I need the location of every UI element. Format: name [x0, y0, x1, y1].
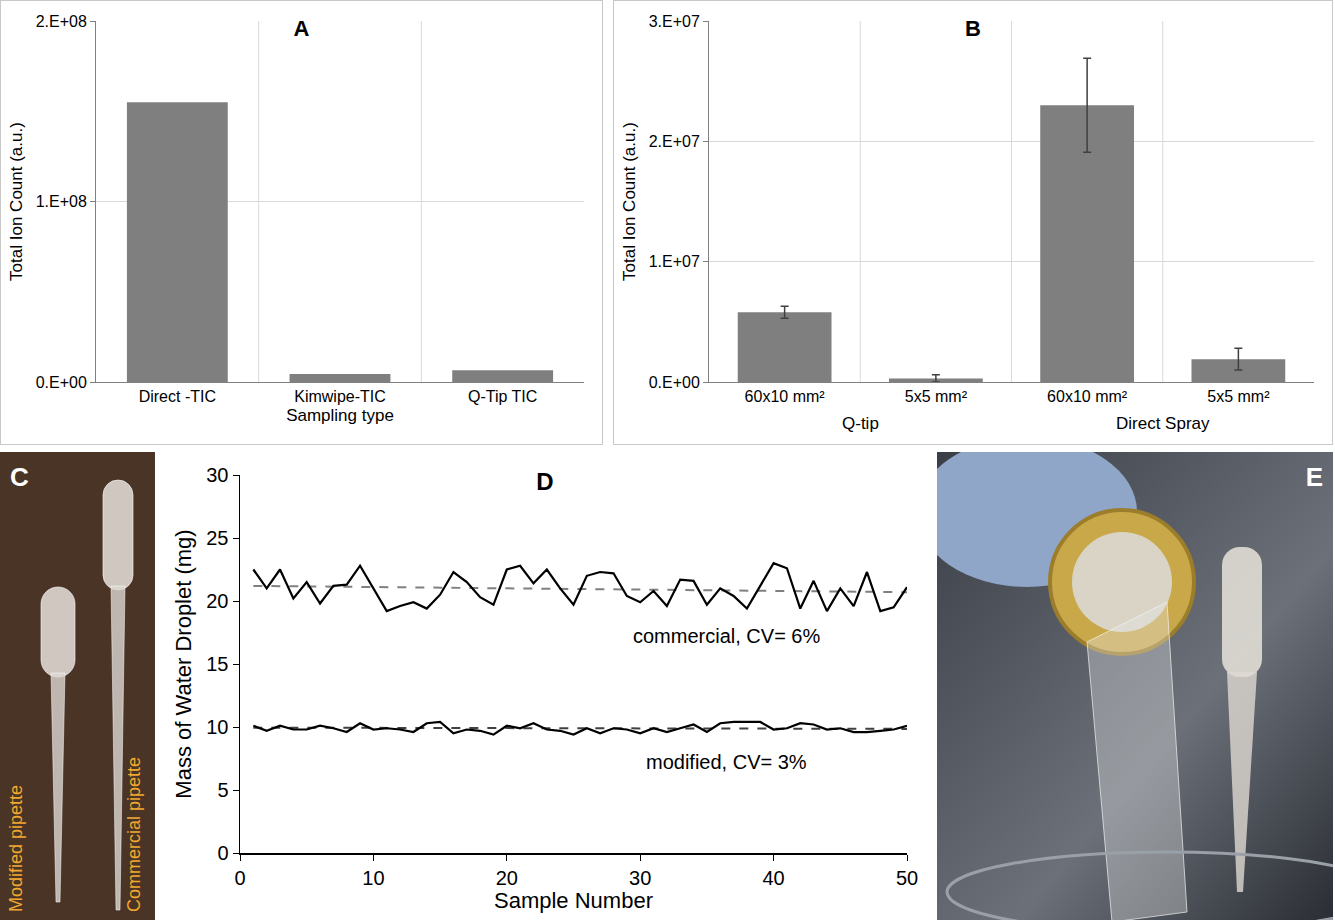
svg-text:0: 0 [217, 842, 228, 864]
svg-text:5x5 mm²: 5x5 mm² [905, 388, 968, 405]
svg-text:Q-tip: Q-tip [842, 414, 879, 433]
svg-text:10: 10 [362, 867, 384, 889]
svg-text:B: B [965, 16, 981, 41]
svg-text:Q-Tip TIC: Q-Tip TIC [468, 388, 537, 405]
svg-text:1.E+07: 1.E+07 [649, 253, 700, 270]
svg-text:5: 5 [217, 779, 228, 801]
svg-text:Direct -TIC: Direct -TIC [139, 388, 216, 405]
svg-text:40: 40 [762, 867, 784, 889]
svg-text:Sample Number: Sample Number [494, 889, 653, 914]
svg-text:5x5 mm²: 5x5 mm² [1207, 388, 1270, 405]
svg-text:E: E [1306, 462, 1323, 492]
svg-text:30: 30 [206, 464, 228, 486]
svg-text:0.E+00: 0.E+00 [36, 374, 87, 391]
svg-text:Mass of Water Droplet (mg): Mass of Water Droplet (mg) [171, 529, 196, 798]
svg-text:2.E+07: 2.E+07 [649, 133, 700, 150]
svg-text:A: A [294, 16, 310, 41]
svg-text:60x10 mm²: 60x10 mm² [745, 388, 826, 405]
svg-text:Kimwipe-TIC: Kimwipe-TIC [294, 388, 386, 405]
svg-text:0.E+00: 0.E+00 [649, 374, 700, 391]
svg-text:Direct Spray: Direct Spray [1116, 414, 1210, 433]
svg-text:3.E+07: 3.E+07 [649, 13, 700, 30]
svg-text:Modified pipette: Modified pipette [6, 785, 26, 912]
svg-text:modified, CV= 3%: modified, CV= 3% [646, 751, 807, 773]
svg-text:Total Ion Count (a.u.): Total Ion Count (a.u.) [620, 122, 639, 281]
svg-text:2.E+08: 2.E+08 [36, 13, 87, 30]
svg-text:10: 10 [206, 716, 228, 738]
svg-text:C: C [10, 462, 29, 492]
svg-text:20: 20 [206, 590, 228, 612]
svg-text:15: 15 [206, 653, 228, 675]
svg-text:1.E+08: 1.E+08 [36, 193, 87, 210]
svg-text:commercial, CV= 6%: commercial, CV= 6% [633, 625, 820, 647]
svg-text:60x10 mm²: 60x10 mm² [1047, 388, 1128, 405]
svg-text:30: 30 [629, 867, 651, 889]
svg-text:Sampling type: Sampling type [286, 406, 394, 425]
svg-text:Total Ion Count (a.u.): Total Ion Count (a.u.) [7, 122, 26, 281]
svg-text:25: 25 [206, 527, 228, 549]
svg-text:Commercial pipette: Commercial pipette [124, 757, 144, 912]
svg-text:0: 0 [234, 867, 245, 889]
svg-text:50: 50 [896, 867, 918, 889]
svg-text:D: D [536, 468, 553, 495]
svg-text:20: 20 [496, 867, 518, 889]
